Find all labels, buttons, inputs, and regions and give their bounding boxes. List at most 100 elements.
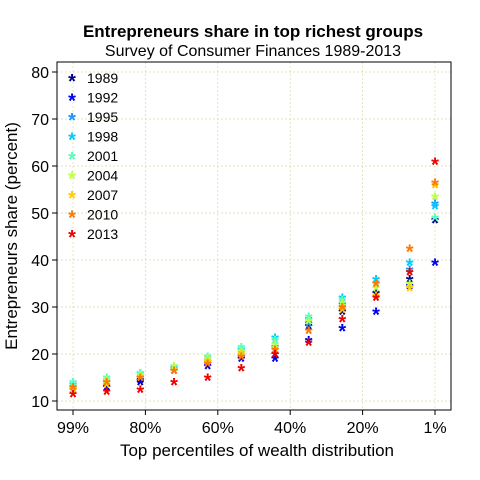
data-point: * [271, 347, 279, 369]
data-point: * [338, 295, 346, 317]
data-point: * [204, 349, 212, 371]
legend-label: 2007 [87, 187, 118, 203]
y-tick-label: 80 [31, 65, 49, 82]
series-1989: * * ** * * ****** [69, 213, 439, 404]
data-point: * [204, 354, 212, 376]
data-point: * [136, 373, 144, 395]
data-point: * [305, 314, 313, 336]
data-point: * [170, 363, 178, 385]
x-axis-ticks: 99% 80% 60% 40% 20% 1% [57, 410, 447, 437]
data-point: * [338, 302, 346, 324]
x-axis-label: Top percentiles of wealth distribution [120, 441, 394, 460]
data-point: * [406, 281, 414, 303]
series-1995: * * * * * * ****** [69, 197, 439, 402]
data-point: * [372, 272, 380, 294]
data-point: * [69, 375, 77, 397]
data-point: * [372, 281, 380, 303]
data-point: * [170, 359, 178, 381]
data-point: * [103, 375, 111, 397]
series-2010: * * * * * * ****** [69, 175, 439, 401]
data-point: * [170, 363, 178, 385]
legend-label: 1989 [87, 70, 118, 86]
y-tick-label: 10 [31, 394, 49, 411]
legend-label: 2001 [87, 148, 118, 164]
data-point: * [338, 293, 346, 315]
y-axis-ticks: 10 20 30 40 50 60 70 80 [31, 65, 57, 411]
data-point: * [237, 342, 245, 364]
legend-label: 2013 [87, 226, 118, 242]
data-point: * [103, 373, 111, 395]
x-tick-label: 80% [129, 420, 161, 437]
legend-marker: * [68, 149, 76, 171]
legend-marker: * [68, 71, 76, 93]
legend: * 1989 * 1992 * 1995 * 1998 * 2001 * 2004 * 2007 * 2010… [68, 70, 118, 249]
data-point: * [271, 352, 279, 374]
legend-marker: * [68, 91, 76, 113]
data-point: * [431, 213, 439, 235]
y-tick-label: 30 [31, 300, 49, 317]
data-point: * [372, 277, 380, 299]
data-point: * [431, 211, 439, 233]
data-point: * [170, 375, 178, 397]
data-point: * [305, 335, 313, 357]
data-point: * [204, 354, 212, 376]
data-point: * [305, 309, 313, 331]
data-point: * [431, 197, 439, 219]
y-tick-label: 40 [31, 253, 49, 270]
data-point: * [69, 380, 77, 402]
y-tick-label: 50 [31, 206, 49, 223]
data-point: * [69, 382, 77, 404]
data-point: * [431, 255, 439, 277]
data-point: * [406, 265, 414, 287]
data-point: * [406, 262, 414, 284]
legend-label: 2010 [87, 207, 118, 223]
legend-marker: * [68, 130, 76, 152]
data-point: * [338, 300, 346, 322]
data-point: * [338, 312, 346, 334]
data-point: * [237, 345, 245, 367]
data-point: * [204, 356, 212, 378]
data-point: * [305, 324, 313, 346]
data-point: * [103, 380, 111, 402]
data-point: * [305, 324, 313, 346]
legend-label: 1998 [87, 129, 118, 145]
data-point: * [103, 378, 111, 400]
data-point: * [237, 349, 245, 371]
data-point: * [136, 382, 144, 404]
data-point: * [103, 375, 111, 397]
data-point: * [103, 373, 111, 395]
legend-marker: * [68, 110, 76, 132]
data-point: * [170, 363, 178, 385]
data-point: * [431, 190, 439, 212]
data-point: * [372, 291, 380, 313]
data-point: * [237, 349, 245, 371]
data-point: * [431, 199, 439, 221]
data-point: * [406, 277, 414, 299]
x-tick-label: 60% [202, 420, 234, 437]
data-point: * [136, 371, 144, 393]
data-point: * [204, 352, 212, 374]
chart-title: Entrepreneurs share in top richest group… [83, 22, 423, 41]
chart-subtitle: Survey of Consumer Finances 1989-2013 [105, 43, 401, 60]
series-1992: * * * * * * ****** [69, 255, 439, 404]
series-2004: * * * * * * **** ** [69, 190, 439, 402]
data-point: * [271, 342, 279, 364]
data-point: * [406, 265, 414, 287]
data-point: * [69, 382, 77, 404]
data-point: * [237, 352, 245, 374]
data-point: * [305, 312, 313, 334]
legend-marker: * [68, 169, 76, 191]
data-point: * [431, 178, 439, 200]
data-point: * [406, 255, 414, 277]
legend-marker: * [68, 227, 76, 249]
data-point: * [170, 363, 178, 385]
data-point: * [338, 298, 346, 320]
data-point: * [372, 286, 380, 308]
data-point: * [237, 361, 245, 383]
data-point: * [170, 359, 178, 381]
data-point: * [431, 175, 439, 197]
series-1998: * * * * * ******* [69, 199, 439, 400]
data-point: * [103, 385, 111, 407]
data-point: * [406, 279, 414, 301]
